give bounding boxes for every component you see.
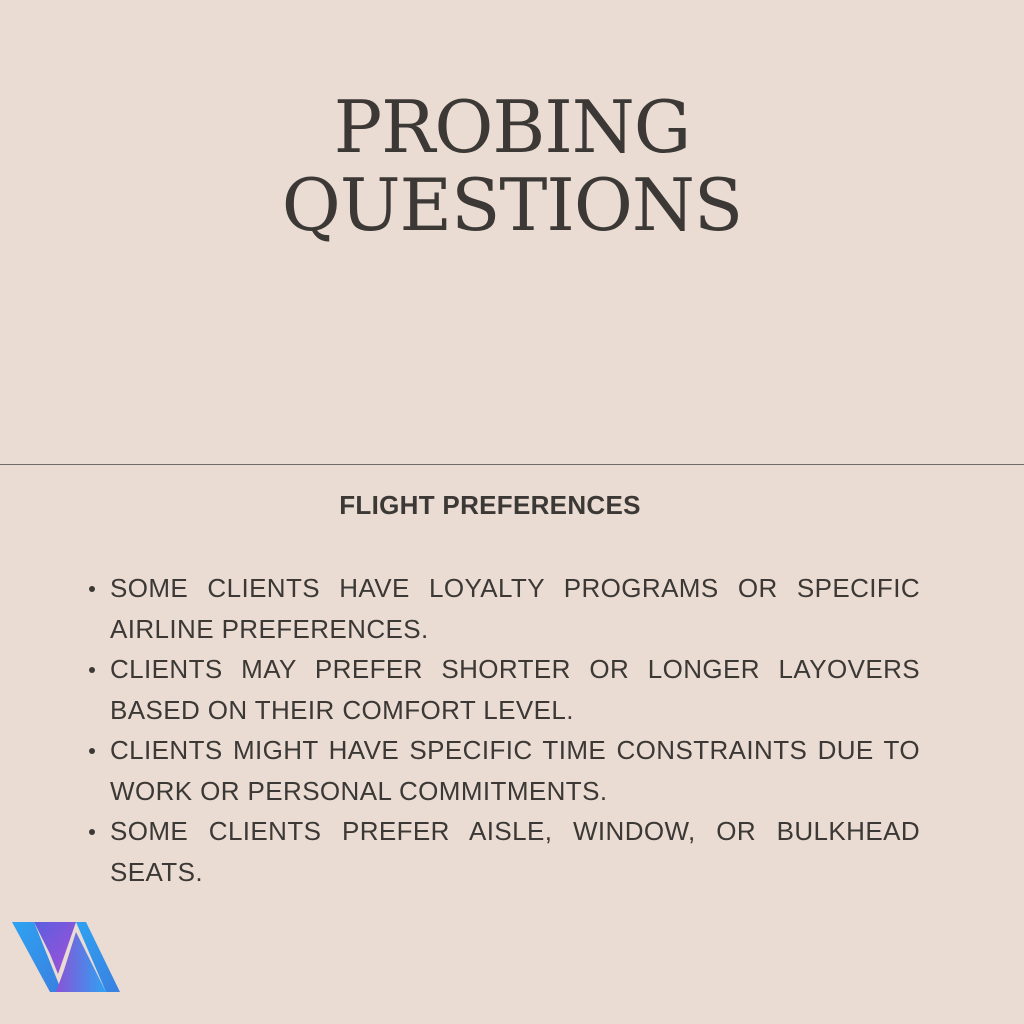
page-title-line-2: QUESTIONS	[281, 163, 743, 247]
page-title-line-1: PROBING	[333, 85, 692, 169]
list-item: CLIENTS MAY PREFER SHORTER OR LONGER LAY…	[89, 649, 920, 730]
list-item: CLIENTS MIGHT HAVE SPECIFIC TIME CONSTRA…	[89, 730, 920, 811]
bullet-list: SOME CLIENTS HAVE LOYALTY PROGRAMS OR SP…	[89, 568, 920, 892]
va-logo-icon	[12, 920, 122, 996]
list-item: SOME CLIENTS HAVE LOYALTY PROGRAMS OR SP…	[89, 568, 920, 649]
section-heading: FLIGHT PREFERENCES	[339, 490, 641, 520]
list-item: SOME CLIENTS PREFER AISLE, WINDOW, OR BU…	[89, 811, 920, 892]
page-title: PROBING QUESTIONS	[0, 88, 1024, 244]
divider	[0, 464, 1024, 465]
